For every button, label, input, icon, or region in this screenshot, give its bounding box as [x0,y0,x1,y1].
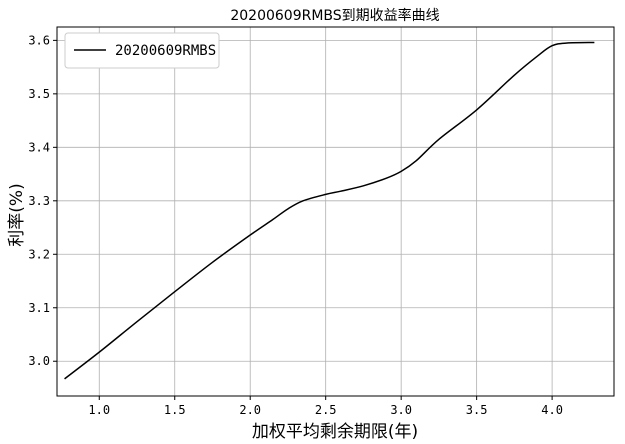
legend-label: 20200609RMBS [115,43,216,59]
plot-area [56,26,615,397]
y-tick-label: 3.2 [28,247,50,261]
chart-title: 20200609RMBS到期收益率曲线 [230,7,439,24]
y-tick-label: 3.1 [28,301,50,315]
axis-ticks: 1.0 1.5 2.0 2.5 3.0 3.5 4.0 3.0 3.1 3.2 3.3 3.4 3.5 3… [28,33,563,417]
x-tick-label: 1.5 [164,403,186,417]
x-tick-label: 3.0 [390,403,412,417]
x-tick-label: 4.0 [541,403,563,417]
legend-box [64,32,220,69]
series-layer [64,41,595,380]
y-tick-label: 3.6 [28,33,50,47]
series-line [64,41,595,380]
x-tick-label: 1.0 [88,403,110,417]
y-axis-label: 利率(%) [7,183,27,246]
y-tick-label: 3.3 [28,194,50,208]
x-tick-label: 2.5 [315,403,337,417]
y-tick-label: 3.5 [28,87,50,101]
x-tick-label: 2.0 [239,403,261,417]
grid [57,27,614,396]
y-tick-label: 3.0 [28,354,50,368]
legend: 20200609RMBS [64,32,220,69]
x-tick-label: 3.5 [466,403,488,417]
x-axis-label: 加权平均剩余期限(年) [252,422,418,442]
y-tick-label: 3.4 [28,140,50,154]
